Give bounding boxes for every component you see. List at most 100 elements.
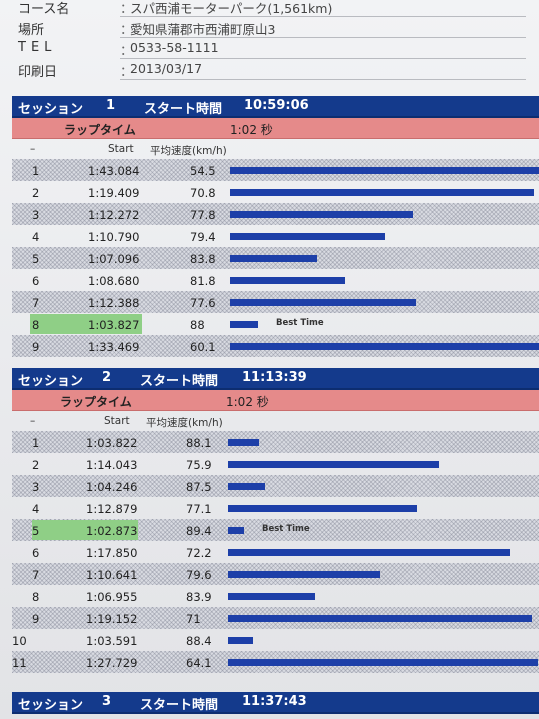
lap-time-bar <box>230 189 534 196</box>
lap-time-bar <box>228 439 259 446</box>
session-label: セッション <box>18 102 84 117</box>
session-label: セッション <box>18 698 84 713</box>
lap-time-bar <box>228 505 417 512</box>
avg-speed: 70.8 <box>190 186 216 200</box>
lap-number: 11 <box>12 656 27 670</box>
lap-time-bar <box>228 659 538 666</box>
lap-row: 11 1:27.729 64.1 <box>12 651 539 673</box>
lap-number: 7 <box>32 296 40 310</box>
column-header: – Start 平均速度(km/h) <box>12 411 539 431</box>
lap-time: 1:04.246 <box>86 480 138 494</box>
lap-time: 1:03.591 <box>86 634 138 648</box>
lap-number: 6 <box>32 546 40 560</box>
lap-time: 1:12.388 <box>88 296 140 310</box>
lap-row: 9 1:33.469 60.1 <box>12 335 539 357</box>
lap-row: 7 1:10.641 79.6 <box>12 563 539 585</box>
lap-time-bar <box>230 255 317 262</box>
lap-time-bar <box>228 571 380 578</box>
avg-speed: 88.1 <box>186 436 212 450</box>
lap-number: 4 <box>32 502 40 516</box>
session-header: セッション 3 スタート時間 11:37:43 <box>12 692 539 714</box>
info-separator: ： <box>120 2 134 17</box>
start-time-label: スタート時間 <box>140 374 219 389</box>
lap-time: 1:03.827 <box>88 318 140 332</box>
session-header: セッション 2 スタート時間 11:13:39 <box>12 368 539 390</box>
lap-number: 6 <box>32 274 40 288</box>
lap-time-bar <box>228 527 244 534</box>
lap-time-value: 1:02 秒 <box>226 395 269 409</box>
info-row-course: コース名 ： スパ西浦モーターパーク(1,561km) <box>18 0 538 17</box>
course-info: コース名 ： スパ西浦モーターパーク(1,561km) 場所 ： 愛知県蒲郡市西… <box>18 0 538 80</box>
print-date-value: 2013/03/17 <box>130 61 203 76</box>
lap-time: 1:06.955 <box>86 590 138 604</box>
lap-time-bar <box>228 483 265 490</box>
lap-time-header: ラップタイム 1:02 秒 <box>12 118 539 139</box>
lap-time: 1:10.641 <box>86 568 138 582</box>
avg-speed: 54.5 <box>190 164 216 178</box>
lap-number: 10 <box>12 634 27 648</box>
lap-row: 4 1:10.790 79.4 <box>12 225 539 247</box>
start-time-label: スタート時間 <box>144 102 223 117</box>
lap-number: 8 <box>32 590 40 604</box>
lap-time-bar <box>228 461 439 468</box>
lap-row: 8 1:03.827 88 Best Time <box>12 313 539 335</box>
lap-number: 9 <box>32 340 40 354</box>
lap-time: 1:12.272 <box>88 208 140 222</box>
lap-number: 7 <box>32 568 40 582</box>
lap-row: 5 1:07.096 83.8 <box>12 247 539 269</box>
lap-time-bar <box>230 299 416 306</box>
lap-time-label: ラップタイム <box>64 123 136 137</box>
lap-row: 9 1:19.152 71 <box>12 607 539 629</box>
lap-row: 8 1:06.955 83.9 <box>12 585 539 607</box>
course-name-label: コース名 <box>18 2 70 17</box>
best-lap-highlight <box>30 314 142 334</box>
lap-time: 1:07.096 <box>88 252 140 266</box>
lap-time-bar <box>230 321 258 328</box>
lap-time-bar <box>228 593 315 600</box>
lap-time-bar <box>228 637 253 644</box>
column-header: – Start 平均速度(km/h) <box>12 139 539 159</box>
lap-row: 3 1:04.246 87.5 <box>12 475 539 497</box>
avg-speed: 75.9 <box>186 458 212 472</box>
start-time-value: 11:13:39 <box>242 370 307 385</box>
lap-number: 2 <box>32 186 40 200</box>
info-row-print-date: 印刷日 ： 2013/03/17 <box>18 59 538 80</box>
avg-speed: 77.1 <box>186 502 212 516</box>
lap-time: 1:17.850 <box>86 546 138 560</box>
avg-speed: 72.2 <box>186 546 212 560</box>
info-row-tel: TEL ： 0533-58-1111 <box>18 38 538 59</box>
avg-speed: 77.8 <box>190 208 216 222</box>
lap-number: 9 <box>32 612 40 626</box>
start-column: Start <box>108 143 134 155</box>
start-time-value: 10:59:06 <box>244 98 309 113</box>
best-time-label: Best Time <box>276 318 324 328</box>
info-separator: ： <box>120 65 134 80</box>
location-label: 場所 <box>18 23 45 38</box>
info-underline <box>120 16 526 17</box>
lap-time-bar <box>230 343 539 350</box>
lap-row: 6 1:08.680 81.8 <box>12 269 539 291</box>
lap-row: 7 1:12.388 77.6 <box>12 291 539 313</box>
lap-number: 5 <box>32 252 40 266</box>
lap-time: 1:19.152 <box>86 612 138 626</box>
lap-row: 2 1:19.409 70.8 <box>12 181 539 203</box>
start-time-label: スタート時間 <box>140 698 219 713</box>
lap-number: 1 <box>32 164 40 178</box>
lap-number-column: – <box>30 415 36 427</box>
lap-time: 1:10.790 <box>88 230 140 244</box>
avg-speed: 88 <box>190 318 205 332</box>
session-block: セッション 2 スタート時間 11:13:39 ラップタイム 1:02 秒 – Start 平均… <box>12 368 539 673</box>
avg-speed: 71 <box>186 612 201 626</box>
avg-speed-column: 平均速度(km/h) <box>146 417 223 429</box>
lap-number: 3 <box>32 208 40 222</box>
session-block: セッション 3 スタート時間 11:37:43 <box>12 692 539 714</box>
lap-time-label: ラップタイム <box>60 395 132 409</box>
lap-row: 1 1:43.084 54.5 <box>12 159 539 181</box>
avg-speed: 79.6 <box>186 568 212 582</box>
info-underline <box>120 79 526 80</box>
session-label: セッション <box>18 374 84 389</box>
print-date-label: 印刷日 <box>18 65 58 80</box>
avg-speed: 88.4 <box>186 634 212 648</box>
avg-speed: 79.4 <box>190 230 216 244</box>
